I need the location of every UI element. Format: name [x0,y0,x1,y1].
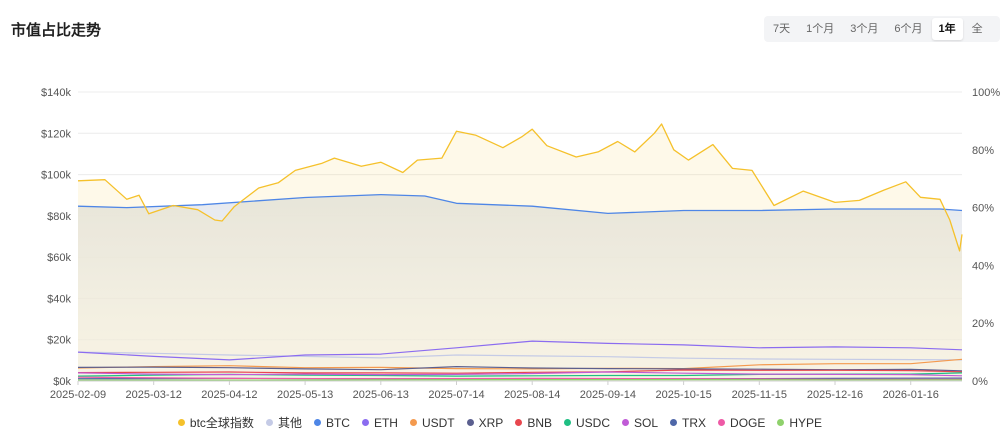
legend-item-other[interactable]: 其他 [265,414,302,431]
tab-1y[interactable]: 1年 [931,18,963,40]
legend-dot-icon [177,419,185,426]
y-left-tick-label: $60k [47,252,71,264]
legend-dot-icon [670,419,678,426]
series-line-btc[interactable] [77,193,963,215]
legend-dot-icon [718,419,726,426]
legend-item-bnb[interactable]: BNB [515,416,552,430]
series-lines [77,123,963,381]
legend-label: BTC [325,415,350,430]
legend-item-hype[interactable]: HYPE [777,416,822,430]
legend-dot-icon [515,419,523,426]
legend-label: HYPE [789,415,823,430]
x-tick-label: 2025-09-14 [580,389,636,401]
x-tick-label: 2025-06-13 [353,389,409,401]
legend-dot-icon [466,419,474,426]
series-line-eth[interactable] [77,340,963,361]
legend-item-btc-index[interactable]: btc全球指数 [177,414,254,431]
y-left-tick-label: $100k [41,170,71,182]
series-line-btc-index[interactable] [77,123,963,252]
tab-all[interactable]: 全 [971,23,983,35]
series-line-other[interactable] [77,351,963,361]
y-left-tick-label: $120k [41,128,71,140]
legend-dot-icon [265,419,273,426]
page-title: 市值占比走势 [11,22,102,39]
y-right-tick-label: 60% [972,203,994,215]
x-tick-label: 2025-10-15 [655,389,711,401]
legend-label: SOL [634,415,659,430]
x-tick-label: 2025-12-16 [807,389,863,401]
legend-item-usdt[interactable]: USDT [409,415,455,430]
area-fills [78,124,962,381]
y-right-tick-label: 100% [972,87,1000,99]
legend-dot-icon [564,419,571,426]
legend-label: USDT [421,415,455,430]
legend-dot-icon [409,419,417,426]
series-area-btc-index [78,124,962,381]
tab-6m[interactable]: 6个月 [894,23,923,35]
y-right-tick-label: 40% [972,260,994,272]
legend-item-usdc[interactable]: USDC [564,416,610,430]
legend-item-sol[interactable]: SOL [622,416,658,430]
x-tick-label: 2025-11-15 [732,389,787,401]
time-range-tabs: 7天 1个月 3个月 6个月 1年 全 [764,16,1000,42]
market-share-chart[interactable]: $0k $20k $40k $60k $80k $100k $120k $140k 0% 20%… [0,0,1000,410]
x-tick-label: 2025-02-09 [50,389,106,401]
chart-legend: btc全球指数 其他 BTC ETH USDT XRP BNB USDC SOL TRX DOGE H… [0,414,1000,431]
x-tick-label: 2025-05-13 [277,389,333,401]
tab-7d[interactable]: 7天 [773,23,791,35]
series-line-bnb[interactable] [77,369,963,374]
legend-label: DOGE [730,415,766,430]
x-axis: 2025-02-09 2025-03-12 2025-04-12 2025-05-13… [50,380,962,401]
y-axis-right: 0% 20% 40% 60% 80% 100% [972,87,1000,388]
series-line-hype[interactable] [78,379,962,381]
x-tick-label: 2026-01-16 [883,389,939,401]
x-tick-label: 2025-03-12 [126,389,182,401]
legend-item-btc[interactable]: BTC [313,415,350,430]
legend-label: USDC [576,415,611,430]
series-line-sol[interactable] [77,371,963,377]
y-left-tick-label: $80k [47,211,71,223]
y-right-tick-label: 80% [972,145,994,157]
legend-dot-icon [777,419,785,426]
legend-item-xrp[interactable]: XRP [466,415,504,430]
y-right-tick-label: 20% [972,318,994,330]
series-area-btc [78,194,962,381]
y-left-tick-label: $20k [47,335,71,347]
legend-dot-icon [313,419,321,426]
y-axis-left: $0k $20k $40k $60k $80k $100k $120k $140k [41,87,71,388]
y-left-tick-label: $0k [53,376,71,388]
y-left-tick-label: $40k [47,293,71,305]
legend-label: 其他 [277,416,302,430]
legend-dot-icon [361,419,369,426]
series-line-usdt[interactable] [77,358,963,370]
y-right-tick-label: 0% [972,376,988,388]
legend-item-doge[interactable]: DOGE [718,416,765,430]
legend-label: ETH [373,415,398,430]
legend-label: btc全球指数 [189,416,254,430]
x-tick-label: 2025-07-14 [428,389,484,401]
legend-dot-icon [622,419,630,426]
tab-3m[interactable]: 3个月 [850,23,879,35]
y-left-tick-label: $140k [41,87,71,99]
legend-item-trx[interactable]: TRX [670,416,706,430]
x-tick-label: 2025-04-12 [201,389,257,401]
legend-item-eth[interactable]: ETH [361,415,398,430]
x-tick-label: 2025-08-14 [504,389,560,401]
legend-label: BNB [527,415,552,430]
tab-1m[interactable]: 1个月 [806,23,835,35]
legend-label: XRP [478,415,504,430]
legend-label: TRX [682,415,707,430]
